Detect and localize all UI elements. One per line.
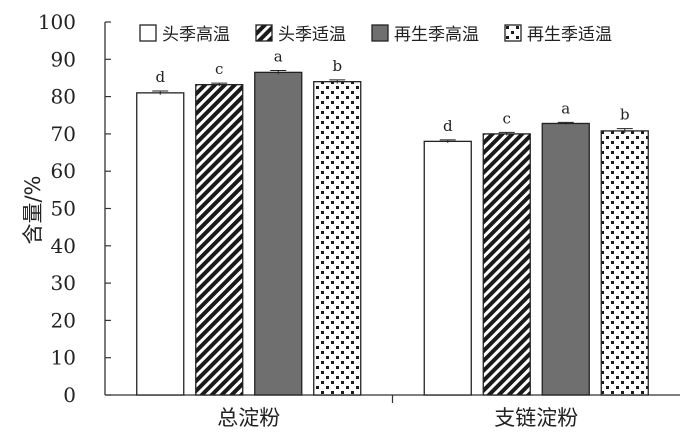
legend-label: 头季高温 (162, 25, 230, 45)
x-tick-label: 总淀粉 (217, 406, 280, 430)
category-ticks: 总淀粉 支链淀粉 (217, 395, 578, 430)
y-tick-label: 40 (51, 234, 76, 258)
bar (600, 130, 649, 396)
legend-swatch (255, 24, 273, 42)
y-tick-label: 90 (51, 47, 76, 71)
significance-label: d (443, 117, 453, 135)
significance-label: a (274, 47, 283, 65)
bars (136, 69, 649, 396)
significance-label: c (215, 60, 223, 78)
y-ticks: 0 10 20 30 40 50 60 70 80 90 100 (38, 10, 111, 407)
significance-label: c (503, 109, 511, 127)
legend-label: 再生季高温 (394, 25, 479, 45)
y-tick-label: 20 (51, 308, 76, 332)
y-tick-label: 10 (51, 346, 76, 370)
bar (482, 133, 531, 396)
y-tick-label: 60 (51, 159, 76, 183)
y-tick-label: 80 (51, 85, 76, 109)
significance-label: d (155, 68, 165, 86)
legend-label: 头季适温 (278, 25, 346, 45)
y-tick-label: 70 (51, 122, 76, 146)
y-tick-label: 30 (51, 271, 76, 295)
legend-swatch (504, 24, 522, 42)
legend-swatch (371, 24, 389, 42)
y-tick-label: 0 (63, 383, 76, 407)
legend-swatch (139, 24, 157, 42)
significance-label: b (332, 57, 342, 75)
x-tick-label: 支链淀粉 (494, 406, 578, 430)
bar (136, 92, 185, 396)
legend-label: 再生季适温 (527, 25, 612, 45)
bar (313, 81, 362, 396)
bar (195, 84, 244, 396)
y-tick-label: 50 (51, 197, 76, 221)
bar (254, 71, 303, 396)
bar (541, 122, 590, 396)
y-tick-label: 100 (38, 10, 76, 34)
significance-label: a (561, 99, 570, 117)
y-axis-label: 含量/% (21, 175, 45, 244)
axes (104, 22, 680, 396)
significance-labels: d c a b d c a b (155, 47, 629, 134)
bar (423, 140, 472, 396)
legend: 头季高温 头季适温 再生季高温 再生季适温 (139, 24, 612, 45)
significance-label: b (620, 106, 630, 124)
